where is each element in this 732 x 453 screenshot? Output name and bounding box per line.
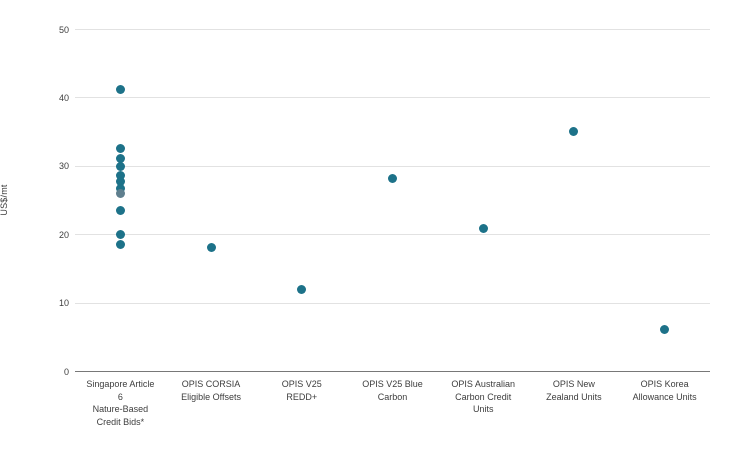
gridline-y-10 [75,302,710,304]
gridline-y-30 [75,165,710,167]
x-category-label-3: OPIS V25 Blue Carbon [362,379,423,402]
data-point[interactable] [478,223,488,233]
data-point[interactable] [388,174,397,184]
y-axis-title: US$/mt [0,184,9,216]
data-point[interactable] [115,170,125,180]
gridline-y-40 [75,97,710,99]
data-point[interactable] [115,161,125,171]
x-category-label-0: Singapore Article 6 Nature-Based Credit … [86,379,155,427]
x-category-label-4: OPIS Australian Carbon Credit Units [451,379,515,414]
data-point[interactable] [115,188,125,198]
data-point[interactable] [297,285,307,295]
x-category-label-6: OPIS Korea Allowance Units [632,379,697,402]
y-tick-label-40: 40 [58,92,69,103]
data-point[interactable] [115,85,125,95]
y-tick-label-30: 30 [58,161,69,172]
data-point[interactable] [115,153,125,163]
data-point[interactable] [115,183,125,193]
x-category-label-5: OPIS New Zealand Units [546,379,602,402]
data-point[interactable] [115,177,125,187]
data-point[interactable] [115,239,125,249]
data-point[interactable] [660,325,670,335]
data-point[interactable] [569,127,579,137]
x-category-label-1: OPIS CORSIA Eligible Offsets [181,379,241,402]
y-tick-label-50: 50 [58,24,69,35]
data-point[interactable] [115,229,125,239]
data-point[interactable] [206,243,216,253]
x-category-label-2: OPIS V25 REDD+ [281,379,322,402]
gridline-y-50 [75,29,710,30]
x-axis-line [75,371,710,372]
data-point[interactable] [115,143,125,153]
y-tick-label-10: 10 [58,298,69,309]
y-tick-label-0: 0 [63,366,69,377]
y-tick-label-20: 20 [58,229,69,240]
data-point[interactable] [115,206,125,216]
gridline-y-20 [75,234,710,236]
